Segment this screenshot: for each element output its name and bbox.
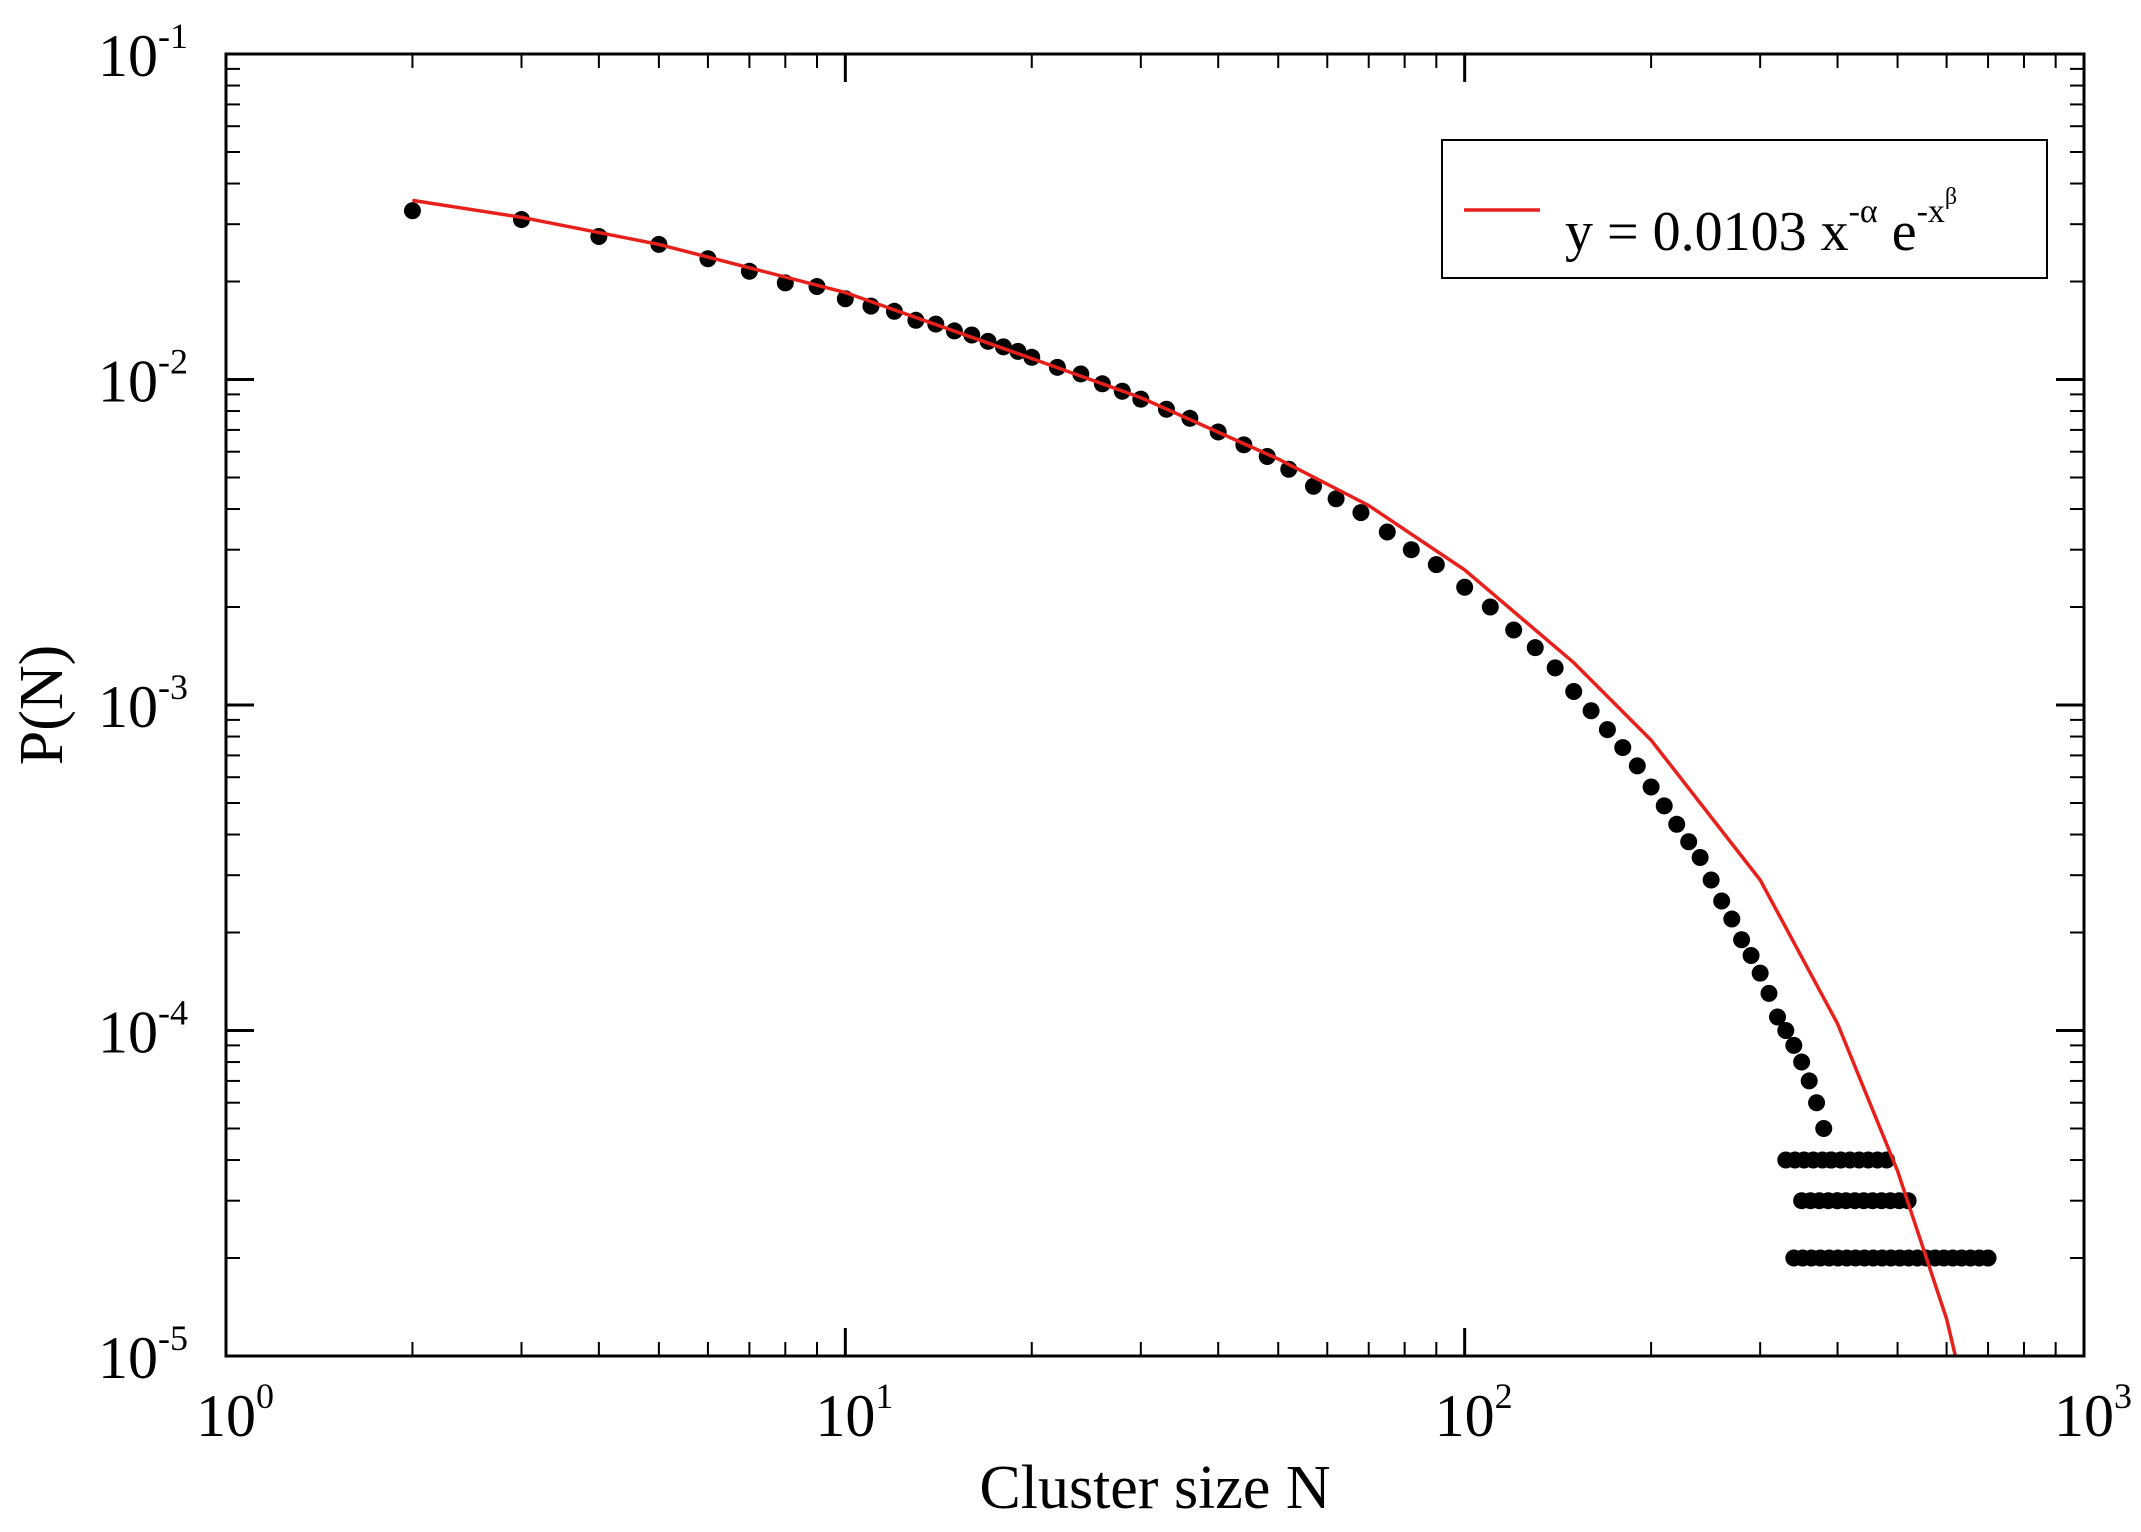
data-point xyxy=(1352,504,1370,522)
legend-text-main: y = 0.0103 x xyxy=(1565,201,1849,263)
y-tick-labels: 10-510-410-310-210-1 xyxy=(98,16,188,1391)
data-point xyxy=(1565,683,1583,701)
data-point xyxy=(1702,871,1720,889)
fit-curve xyxy=(412,198,1958,1357)
tick-exponent: -3 xyxy=(158,667,188,707)
x-axis-label: Cluster size N xyxy=(979,1454,1330,1522)
y-tick-label: 10-3 xyxy=(98,667,188,740)
data-point xyxy=(1785,1036,1803,1054)
tick-base: 10 xyxy=(98,674,158,740)
legend-text-e: e xyxy=(1892,201,1917,263)
data-point xyxy=(1733,931,1751,949)
data-point xyxy=(1304,477,1322,495)
tick-base: 10 xyxy=(2054,1383,2114,1449)
data-point xyxy=(403,202,421,220)
tick-base: 10 xyxy=(196,1383,256,1449)
x-tick-labels: 100 101 102 103 xyxy=(196,1376,2132,1449)
tick-base: 10 xyxy=(1435,1383,1495,1449)
data-point xyxy=(1713,892,1731,910)
legend: y = 0.0103 x-α e-xβ xyxy=(1441,139,2048,279)
data-point xyxy=(1769,1008,1787,1026)
y-tick-label: 10-2 xyxy=(98,342,188,415)
tick-exponent: 3 xyxy=(2114,1376,2132,1416)
legend-sup-x: -x xyxy=(1917,193,1945,230)
data-point xyxy=(1378,523,1396,541)
tick-base: 10 xyxy=(98,1000,158,1066)
x-tick-label: 100 xyxy=(196,1376,274,1449)
data-point xyxy=(1427,556,1445,574)
plot-frame xyxy=(224,52,2086,1358)
x-tick-label: 103 xyxy=(2054,1376,2132,1449)
data-point xyxy=(1742,946,1760,964)
tick-exponent: 1 xyxy=(875,1376,893,1416)
tick-base: 10 xyxy=(815,1383,875,1449)
x-tick-label: 102 xyxy=(1435,1376,1513,1449)
data-point xyxy=(1642,778,1660,796)
data-point xyxy=(1760,984,1778,1002)
data-point xyxy=(1751,964,1769,982)
tick-base: 10 xyxy=(98,23,158,89)
y-tick-label: 10-4 xyxy=(98,993,188,1066)
data-point xyxy=(1402,541,1420,559)
tick-exponent: 2 xyxy=(1495,1376,1513,1416)
tick-exponent: 0 xyxy=(256,1376,274,1416)
data-point xyxy=(1800,1072,1818,1090)
data-point xyxy=(1655,797,1673,815)
tick-base: 10 xyxy=(98,1325,158,1391)
data-point xyxy=(1680,833,1698,851)
legend-box xyxy=(1441,139,2048,279)
data-points xyxy=(403,202,1997,1267)
data-point xyxy=(1793,1053,1811,1071)
data-point xyxy=(1546,659,1564,677)
minor-ticks xyxy=(226,54,2084,1356)
data-point xyxy=(1668,815,1686,833)
tick-exponent: -4 xyxy=(158,993,188,1033)
data-point xyxy=(1598,721,1616,739)
data-point xyxy=(1327,490,1345,508)
y-axis-label: P(N) xyxy=(8,645,76,766)
legend-sup-beta: β xyxy=(1945,184,1957,210)
x-tick-label: 101 xyxy=(815,1376,893,1449)
legend-sup-alpha: -α xyxy=(1849,193,1878,230)
data-point xyxy=(1979,1249,1997,1267)
tick-exponent: -2 xyxy=(158,342,188,382)
y-tick-label: 10-1 xyxy=(98,16,188,89)
data-point xyxy=(1777,1022,1795,1039)
tick-base: 10 xyxy=(98,349,158,415)
data-point xyxy=(1815,1119,1833,1137)
data-point xyxy=(1628,757,1646,775)
data-point xyxy=(1456,578,1474,596)
tick-exponent: -1 xyxy=(158,16,188,56)
y-tick-label: 10-5 xyxy=(98,1318,188,1391)
data-point xyxy=(1614,739,1632,757)
legend-entry: y = 0.0103 x-α e-xβ xyxy=(1565,184,1957,263)
data-point xyxy=(1723,910,1741,928)
data-point xyxy=(1582,702,1600,720)
data-point xyxy=(1481,598,1499,616)
data-point xyxy=(1505,621,1523,639)
tick-exponent: -5 xyxy=(158,1318,188,1358)
data-point xyxy=(1808,1094,1826,1112)
data-point xyxy=(1526,639,1544,657)
data-point xyxy=(1691,849,1709,867)
